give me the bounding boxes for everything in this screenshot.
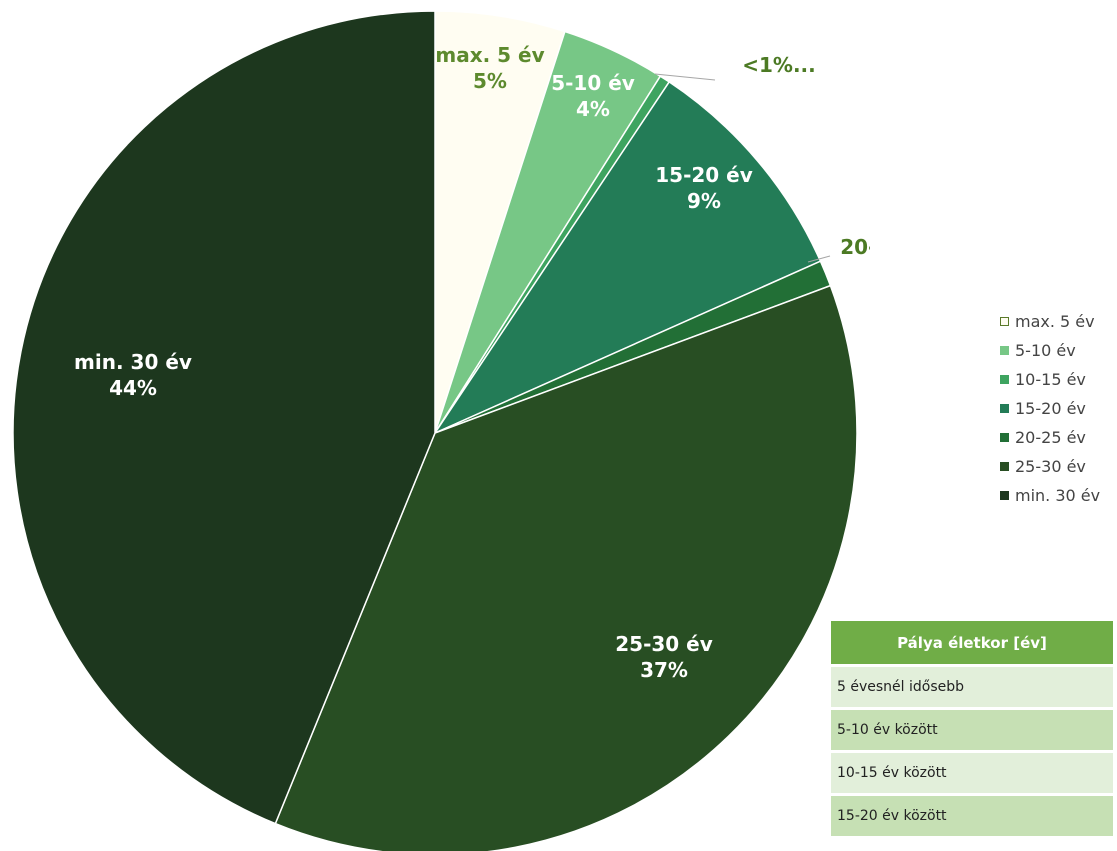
legend-label: min. 30 év xyxy=(1015,486,1101,505)
legend-label: max. 5 év xyxy=(1015,312,1095,331)
legend-swatch xyxy=(1000,317,1009,326)
table-cell: 5-10 év között xyxy=(831,710,1113,750)
slice-data-label: max. 5 év 5% xyxy=(435,43,544,93)
pie-slice-6 xyxy=(274,284,858,851)
legend-item: 5-10 év xyxy=(1000,336,1100,365)
table-cell: 15-20 év között xyxy=(831,796,1113,836)
legend-swatch xyxy=(1000,346,1009,355)
legend-item: max. 5 év xyxy=(1000,307,1100,336)
table-cell: 5 évesnél idősebb xyxy=(831,667,1113,707)
table-cell: 10-15 év között xyxy=(831,753,1113,793)
legend-label: 15-20 év xyxy=(1015,399,1086,418)
legend-swatch xyxy=(1000,433,1009,442)
leader-line xyxy=(654,73,716,81)
pie-chart: max. 5 év5%5-10 év4% <1%... 15-20 év9% 20-2… xyxy=(12,10,870,851)
slice-data-label: 5-10 év 4% xyxy=(551,71,635,121)
slice-data-label: 15-20 év 9% xyxy=(655,163,753,213)
table-row: 5 évesnél idősebb xyxy=(831,667,1113,707)
legend-swatch xyxy=(1000,491,1009,500)
legend-swatch xyxy=(1000,462,1009,471)
legend-label: 5-10 év xyxy=(1015,341,1076,360)
legend-item: min. 30 év xyxy=(1000,481,1100,510)
table-row: 5-10 év között xyxy=(831,710,1113,750)
legend-swatch xyxy=(1000,375,1009,384)
legend-item: 10-15 év xyxy=(1000,365,1100,394)
legend-swatch xyxy=(1000,404,1009,413)
track-age-table: Pálya életkor [év] 5 évesnél idősebb 5-1… xyxy=(831,618,1113,839)
legend-item: 25-30 év xyxy=(1000,452,1100,481)
pie-slice-4 xyxy=(432,80,822,435)
legend-item: 20-25 év xyxy=(1000,423,1100,452)
legend-label: 20-25 év xyxy=(1015,428,1086,447)
slice-data-label: min. 30 év 44% xyxy=(74,350,192,400)
legend-item: 15-20 év xyxy=(1000,394,1100,423)
pie-slice-7 xyxy=(12,10,436,825)
table-header: Pálya életkor [év] xyxy=(831,621,1113,664)
chart-legend: max. 5 év 5-10 év 10-15 év 15-20 év 20-2… xyxy=(1000,307,1100,510)
slice-data-label: <1%... xyxy=(742,53,816,77)
leader-line xyxy=(807,255,831,263)
table-row: 15-20 év között xyxy=(831,796,1113,836)
legend-label: 10-15 év xyxy=(1015,370,1086,389)
legend-label: 25-30 év xyxy=(1015,457,1086,476)
slice-data-label: 20-25 év1% xyxy=(840,235,870,285)
table-row: 10-15 év között xyxy=(831,753,1113,793)
slice-data-label: 25-30 év 37% xyxy=(615,632,713,682)
